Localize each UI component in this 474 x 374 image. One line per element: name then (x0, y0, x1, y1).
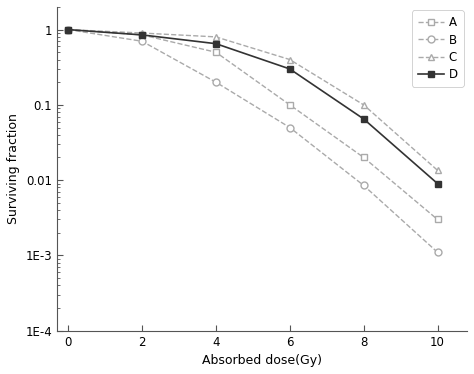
X-axis label: Absorbed dose(Gy): Absorbed dose(Gy) (202, 354, 322, 367)
B (361, 183, 366, 188)
A (213, 50, 219, 55)
C (287, 57, 292, 62)
B (213, 80, 219, 85)
B (287, 125, 292, 130)
D (361, 117, 366, 121)
A (361, 155, 366, 160)
A (65, 27, 71, 32)
Legend: A, B, C, D: A, B, C, D (412, 10, 464, 87)
C (435, 168, 440, 172)
D (435, 181, 440, 186)
A (139, 33, 145, 37)
B (65, 27, 71, 32)
B (139, 39, 145, 43)
Line: D: D (65, 26, 441, 187)
A (435, 217, 440, 222)
C (361, 102, 366, 107)
C (139, 31, 145, 35)
D (287, 67, 292, 71)
C (213, 35, 219, 39)
B (435, 250, 440, 255)
Line: B: B (65, 26, 441, 256)
C (65, 27, 71, 32)
D (65, 27, 71, 32)
Y-axis label: Surviving fraction: Surviving fraction (7, 113, 20, 224)
D (139, 33, 145, 37)
A (287, 102, 292, 107)
Line: A: A (65, 26, 441, 223)
D (213, 42, 219, 46)
Line: C: C (65, 26, 441, 174)
